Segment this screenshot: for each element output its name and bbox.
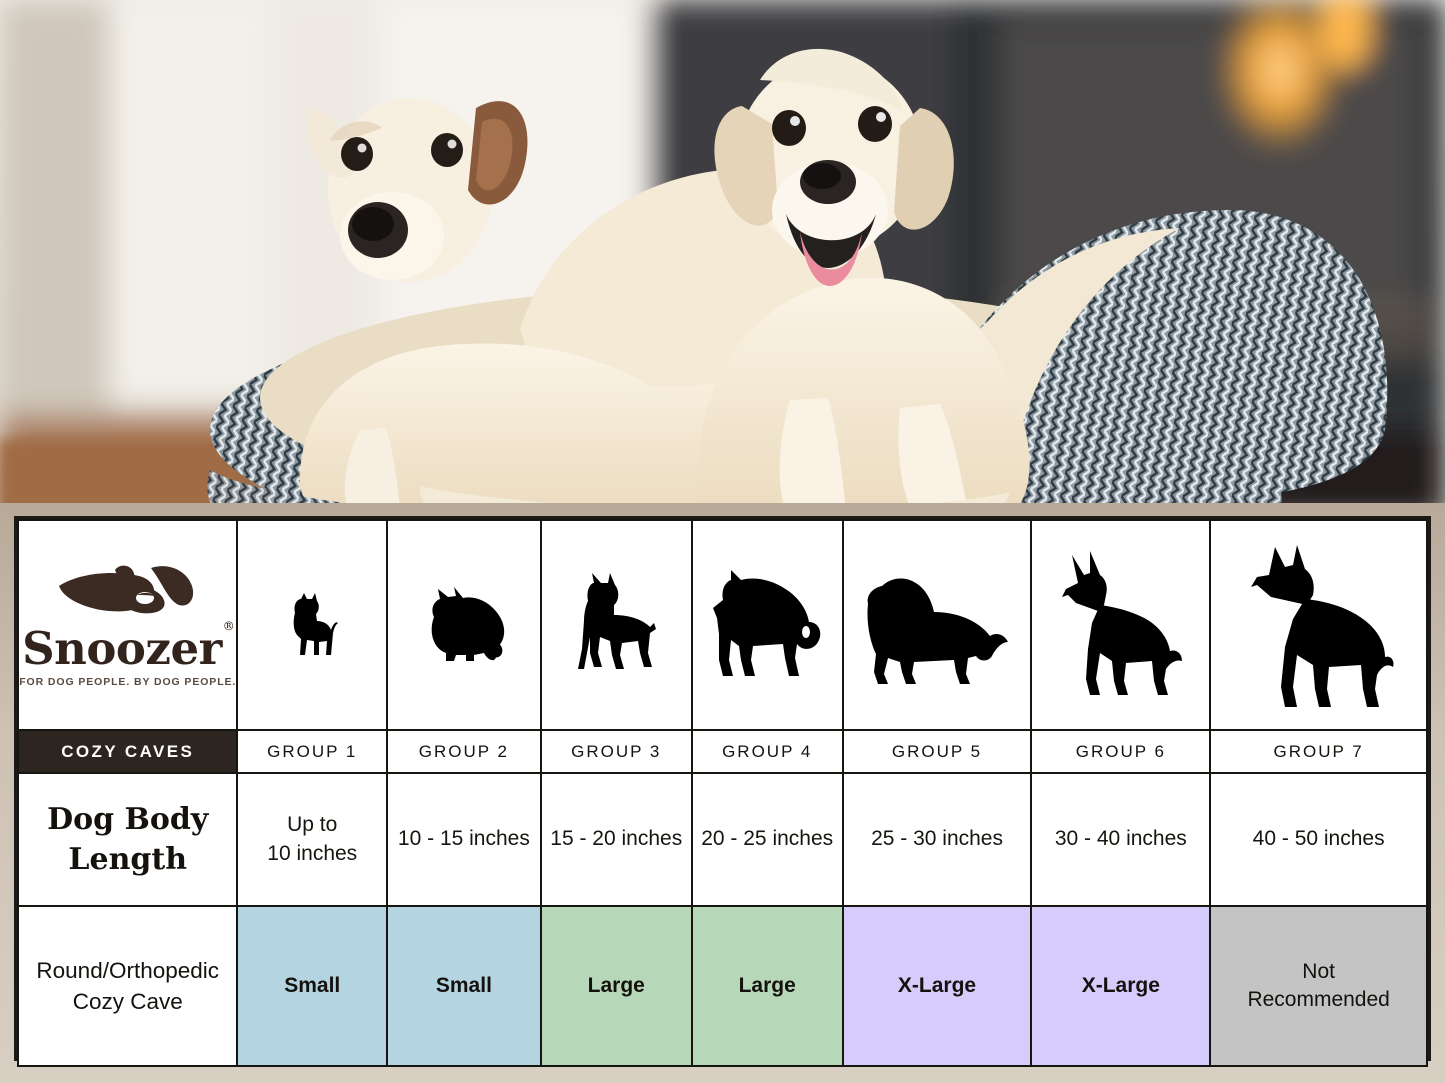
silhouette-cell-group-4 [690, 519, 844, 731]
size-chart-container: Snoozer® FOR DOG PEOPLE. BY DOG PEOPLE. [14, 516, 1431, 1067]
recommended-size-cell-5: X-Large [841, 905, 1033, 1067]
group-label-6: GROUP 6 [1030, 729, 1212, 774]
body-length-value-5: 25 - 30 inches [841, 772, 1033, 907]
chihuahua-silhouette-icon [293, 593, 339, 655]
group-label-3: GROUP 3 [539, 729, 693, 774]
silhouette-cell-group-2 [386, 519, 542, 731]
silhouette-row: Snoozer® FOR DOG PEOPLE. BY DOG PEOPLE. [16, 519, 1428, 731]
silhouette-cell-group-1 [236, 519, 389, 731]
boston-terrier-silhouette-icon [578, 573, 657, 669]
silhouette-cell-group-6 [1030, 519, 1212, 731]
body-length-value-3: 15 - 20 inches [539, 772, 693, 907]
golden-retriever-silhouette-icon [867, 578, 1009, 684]
recommended-size-cell-3: Large [539, 905, 693, 1067]
group-label-7: GROUP 7 [1209, 729, 1428, 774]
round-ortho-line-1: Round/Orthopedic [36, 957, 220, 983]
recommended-size-row: Round/Orthopedic Cozy Cave Small Small L… [16, 905, 1428, 1067]
recommended-size-cell-2: Small [386, 905, 542, 1067]
doberman-silhouette-icon [1061, 551, 1182, 695]
hero-photo-illustration [0, 0, 1445, 520]
recommended-size-cell-7: Not Recommended [1209, 905, 1428, 1067]
row-header-dog-body-length: Dog Body Length [16, 772, 239, 907]
round-ortho-line-2: Cozy Cave [72, 989, 183, 1014]
recommended-size-cell-4: Large [690, 905, 844, 1067]
shiba-inu-silhouette-icon [713, 570, 821, 676]
pomeranian-silhouette-icon [431, 587, 505, 661]
group-header-row: COZY CAVES GROUP 1 GROUP 2 GROUP 3 GROUP… [16, 729, 1428, 774]
dog-body-length-line-1: Dog Body [47, 801, 209, 837]
size-chart-frame: Snoozer® FOR DOG PEOPLE. BY DOG PEOPLE. [0, 503, 1445, 1083]
brand-tagline: FOR DOG PEOPLE. BY DOG PEOPLE. [19, 676, 237, 688]
group-label-1: GROUP 1 [236, 729, 389, 774]
body-length-value-1: Up to 10 inches [236, 772, 389, 907]
brand-logo-cell: Snoozer® FOR DOG PEOPLE. BY DOG PEOPLE. [16, 519, 239, 731]
body-length-value-1-line-1: Up to [287, 813, 338, 837]
silhouette-cell-group-7 [1209, 519, 1428, 731]
row-header-round-orthopedic-cozy-cave: Round/Orthopedic Cozy Cave [16, 905, 239, 1067]
body-length-value-4: 20 - 25 inches [690, 772, 844, 907]
registered-mark: ® [222, 619, 235, 633]
body-length-row: Dog Body Length Up to 10 inches 10 - 15 … [16, 772, 1428, 907]
row-header-cozy-caves: COZY CAVES [16, 729, 239, 774]
silhouette-cell-group-3 [539, 519, 693, 731]
silhouette-cell-group-5 [841, 519, 1033, 731]
body-length-value-1-line-2: 10 inches [267, 841, 358, 865]
group-label-4: GROUP 4 [690, 729, 844, 774]
dog-body-length-line-2: Length [68, 841, 188, 877]
body-length-value-7: 40 - 50 inches [1209, 772, 1428, 907]
recommended-size-cell-7-line-2: Recommended [1247, 988, 1390, 1011]
group-label-5: GROUP 5 [841, 729, 1033, 774]
brand-name: Snoozer [22, 622, 222, 675]
recommended-size-cell-7-line-1: Not [1302, 959, 1335, 983]
brand-wordmark: Snoozer® [22, 620, 235, 671]
body-length-value-2: 10 - 15 inches [386, 772, 542, 907]
snoozer-dog-logo-icon [58, 565, 193, 614]
recommended-size-cell-1: Small [236, 905, 389, 1067]
recommended-size-cell-6: X-Large [1030, 905, 1212, 1067]
great-dane-silhouette-icon [1250, 545, 1394, 707]
size-chart-table: Snoozer® FOR DOG PEOPLE. BY DOG PEOPLE. [16, 519, 1428, 1067]
hero-photo [0, 0, 1445, 520]
body-length-value-6: 30 - 40 inches [1030, 772, 1212, 907]
group-label-2: GROUP 2 [386, 729, 542, 774]
